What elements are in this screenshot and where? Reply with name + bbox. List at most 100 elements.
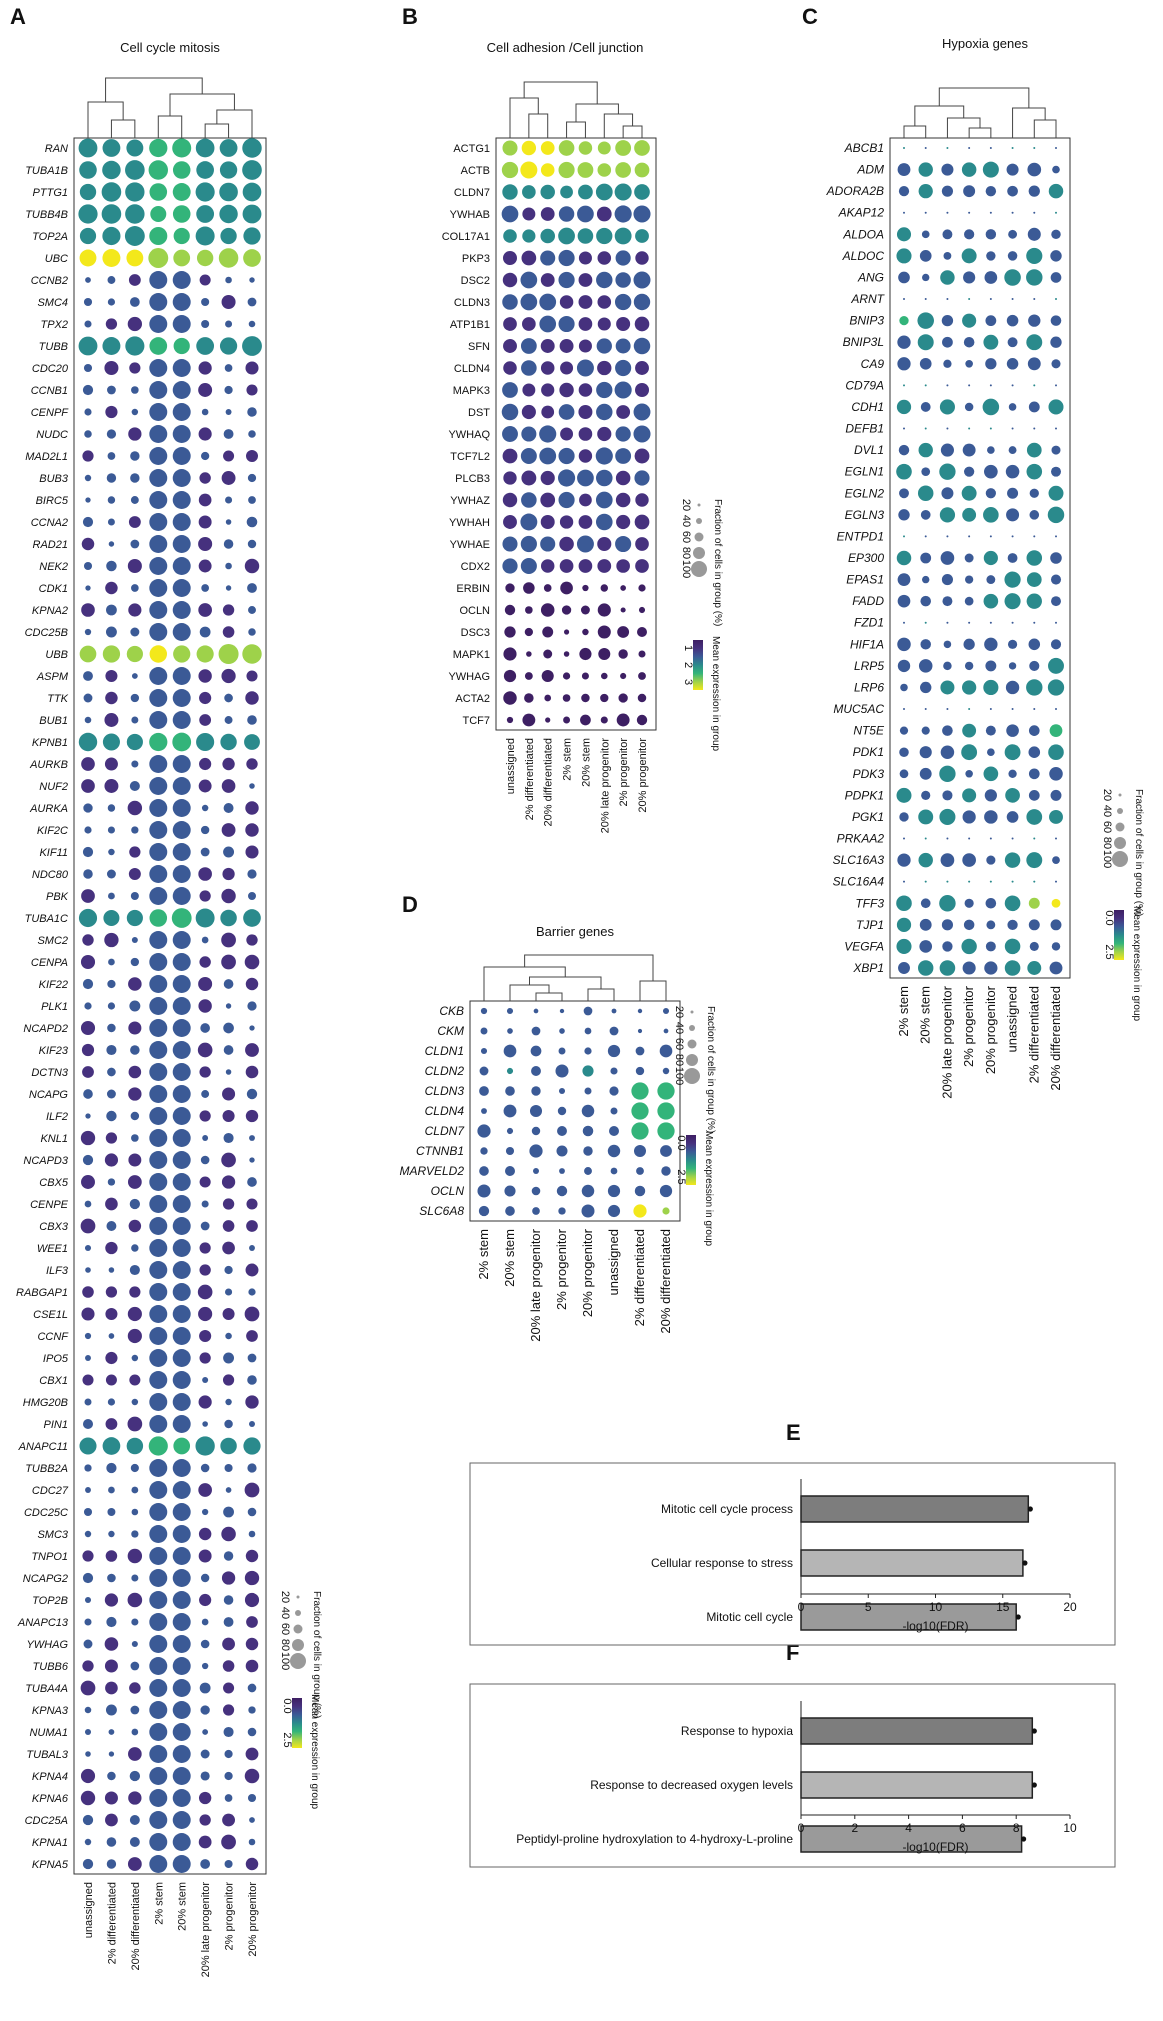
dot-ubc-2-differentiated: [102, 249, 121, 267]
dot-ywhab-20-stem: [577, 205, 594, 223]
dot-nuf2-20-stem: [172, 777, 191, 795]
dot-kif23-20-stem: [172, 1041, 191, 1059]
dot-pin1-2-progenitor: [224, 1419, 233, 1429]
dot-smc2-20-late-progenitor: [201, 936, 209, 944]
dot-tnpo1-2-stem: [149, 1547, 168, 1565]
dot-hmg20b-20-stem: [172, 1393, 191, 1411]
dot-dvl1-2-stem: [898, 444, 910, 456]
dot-ilf3-20-progenitor: [245, 1263, 259, 1277]
dot-muc5ac-20-progenitor: [989, 708, 992, 711]
size-legend-tick-100: 100: [1101, 850, 1113, 868]
dot-cdc25a-20-progenitor: [249, 1817, 255, 1823]
dot-lrp5-20-progenitor: [985, 660, 997, 672]
dot-kpnb1-2-differentiated: [102, 733, 120, 751]
dot-plcb3-20-late-progenitor: [596, 469, 613, 487]
size-legend-dot-100: [1112, 851, 1128, 867]
dot-dsc2-unassigned: [502, 272, 518, 288]
dot-sfn-unassigned: [503, 339, 517, 353]
gene-label-kpna2: KPNA2: [32, 605, 68, 617]
dot-anapc11-unassigned: [79, 1437, 97, 1455]
dot-ywhah-20-late-progenitor: [595, 513, 613, 531]
dendrogram-branch: [528, 113, 549, 138]
dot-xbp1-2-differentiated: [1027, 961, 1042, 975]
dot-aldoc-20-late-progenitor: [943, 251, 952, 260]
dot-tuba4a-20-late-progenitor: [199, 1682, 211, 1694]
dot-cbx5-20-stem: [172, 1173, 191, 1191]
dot-top2b-20-late-progenitor: [199, 1593, 212, 1607]
dot-cldn3-20-differentiated: [657, 1082, 675, 1100]
dot-mapk3-2-progenitor: [614, 381, 632, 399]
dot-birc5-20-differentiated: [130, 496, 139, 504]
dot-cenpf-2-differentiated: [105, 405, 118, 419]
dot-entpd1-2-stem: [903, 535, 905, 538]
gene-label-ang: ANG: [857, 270, 884, 284]
dot-top2b-2-differentiated: [104, 1593, 119, 1607]
dot-tuba4a-2-differentiated: [105, 1681, 118, 1695]
dot-cbx3-unassigned: [80, 1218, 96, 1234]
dot-muc5ac-2-progenitor: [968, 708, 971, 711]
dot-ywhag-unassigned: [503, 669, 517, 683]
dot-nek2-20-late-progenitor: [198, 559, 212, 573]
dot-arnt-2-differentiated: [1033, 298, 1036, 301]
dot-tubb4b-2-stem: [150, 205, 167, 223]
dot-epas1-2-progenitor: [965, 575, 974, 584]
dendrogram-branch: [566, 121, 586, 138]
dot-tnpo1-20-progenitor: [245, 1549, 259, 1563]
dot-pdk3-20-differentiated: [1049, 767, 1063, 781]
gene-label-cdc20: CDC20: [32, 363, 69, 375]
dot-dst-2-differentiated: [521, 404, 536, 420]
dot-arnt-unassigned: [1011, 298, 1014, 301]
dot-kpna1-2-progenitor: [221, 1834, 236, 1850]
dot-ywhab-2-stem: [558, 206, 575, 222]
dot-epas1-20-differentiated: [1050, 574, 1062, 585]
dot-cldn4-20-differentiated: [540, 361, 555, 375]
dot-arnt-20-late-progenitor: [946, 298, 949, 301]
dot-bnip3-20-stem: [917, 312, 934, 329]
colorbar: [1114, 910, 1124, 960]
dot-tnpo1-20-late-progenitor: [198, 1549, 212, 1563]
dot-bub1-20-late-progenitor: [199, 714, 212, 726]
dot-plcb3-20-differentiated: [540, 470, 555, 486]
dot-ywhaz-20-differentiated: [540, 492, 556, 508]
dot-cdc27-2-stem: [149, 1481, 168, 1499]
dot-tubb-20-stem: [173, 337, 190, 355]
dot-lrp5-20-late-progenitor: [943, 661, 952, 671]
dot-bnip3l-20-late-progenitor: [942, 336, 953, 348]
dot-fadd-20-stem: [920, 595, 931, 607]
gene-label-hmg20b: HMG20B: [23, 1397, 68, 1409]
dot-adm-20-stem: [918, 162, 933, 177]
dot-ipo5-2-differentiated: [105, 1351, 118, 1365]
dot-tnpo1-unassigned: [82, 1550, 94, 1562]
dot-arnt-20-progenitor: [989, 298, 992, 301]
dot-kif23-2-stem: [149, 1041, 168, 1059]
x-tick-label-20: 20: [1063, 1600, 1077, 1614]
dot-rad21-2-stem: [149, 535, 168, 553]
dot-ncapd2-2-differentiated: [107, 1023, 116, 1033]
dot-ilf3-20-late-progenitor: [199, 1264, 211, 1276]
dot-ywhah-20-stem: [578, 515, 593, 529]
dot-rabgap1-20-differentiated: [129, 1286, 141, 1298]
dot-kpna1-unassigned: [84, 1838, 92, 1846]
dot-tubal3-20-differentiated: [128, 1747, 142, 1761]
dot-tubb2a-20-progenitor: [247, 1463, 257, 1473]
gene-label-cldn3: CLDN3: [425, 1084, 465, 1098]
dot-acta2-20-stem: [581, 693, 590, 703]
dot-cbx3-20-late-progenitor: [200, 1221, 210, 1231]
dot-numa1-20-differentiated: [131, 1728, 139, 1736]
dot-rabgap1-2-progenitor: [225, 1288, 233, 1296]
gene-label-lrp5: LRP5: [854, 659, 884, 673]
dot-tubal3-2-progenitor: [224, 1749, 233, 1759]
dot-ttk-20-differentiated: [130, 693, 140, 703]
dot-xbp1-20-differentiated: [1049, 961, 1063, 975]
dot-cdh1-2-progenitor: [964, 402, 974, 412]
dot-adm-2-progenitor: [961, 162, 977, 177]
dot-cldn2-unassigned: [610, 1067, 618, 1075]
dot-cldn2-20-stem: [506, 1067, 514, 1075]
dot-col17a1-2-stem: [558, 227, 575, 245]
dot-kpna3-20-progenitor: [248, 1706, 256, 1714]
dot-cldn4-20-stem: [576, 359, 594, 377]
dot-hmg20b-2-stem: [149, 1393, 168, 1411]
dot-hif1a-20-progenitor: [984, 637, 998, 652]
dot-aurka-20-late-progenitor: [201, 804, 209, 812]
dot-atp1b1-20-late-progenitor: [597, 317, 611, 331]
